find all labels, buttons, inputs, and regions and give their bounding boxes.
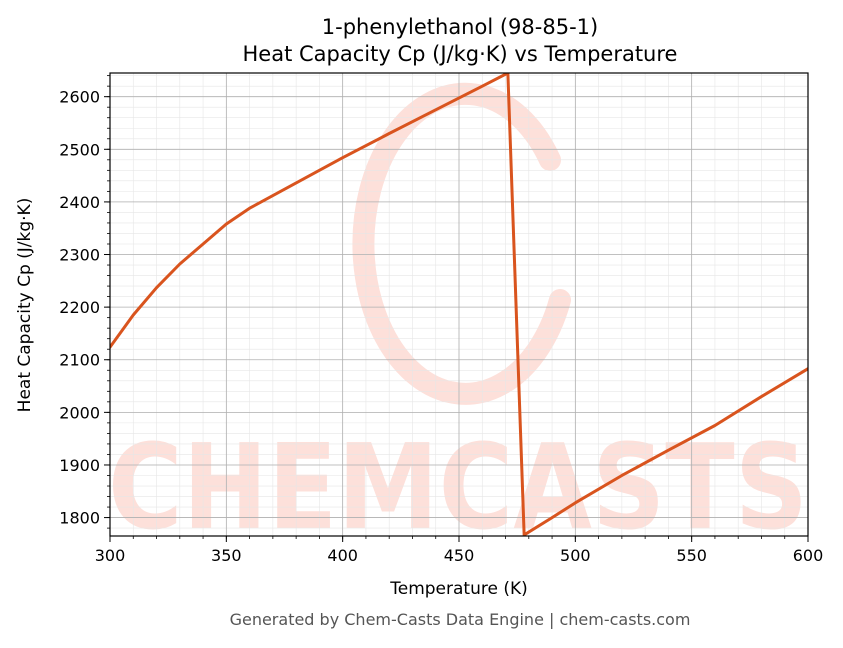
chart-title: 1-phenylethanol (98-85-1) bbox=[322, 15, 598, 39]
x-tick-label: 350 bbox=[211, 546, 242, 565]
y-tick-label: 2300 bbox=[59, 246, 100, 265]
y-tick-label: 1900 bbox=[59, 456, 100, 475]
x-tick-label: 450 bbox=[444, 546, 475, 565]
watermark-text: CHEMCASTS bbox=[108, 418, 808, 556]
footer-text: Generated by Chem-Casts Data Engine | ch… bbox=[230, 610, 691, 629]
y-tick-label: 2600 bbox=[59, 88, 100, 107]
x-tick-label: 550 bbox=[676, 546, 707, 565]
x-tick-label: 400 bbox=[327, 546, 358, 565]
chart-subtitle: Heat Capacity Cp (J/kg·K) vs Temperature bbox=[243, 42, 678, 66]
y-tick-label: 2100 bbox=[59, 351, 100, 370]
y-tick-label: 2000 bbox=[59, 403, 100, 422]
x-tick-label: 500 bbox=[560, 546, 591, 565]
y-tick-label: 2200 bbox=[59, 298, 100, 317]
x-axis-label: Temperature (K) bbox=[389, 579, 528, 599]
y-axis-ticks: 1800 1900 2000 2100 2200 2300 2400 2500 2600 bbox=[59, 76, 110, 528]
x-tick-label: 600 bbox=[793, 546, 824, 565]
y-axis-label: Heat Capacity Cp (J/kg·K) bbox=[15, 198, 35, 413]
x-axis-ticks: 300 350 400 450 500 550 600 bbox=[95, 536, 824, 565]
y-tick-label: 1800 bbox=[59, 509, 100, 528]
y-tick-label: 2400 bbox=[59, 193, 100, 212]
x-tick-label: 300 bbox=[95, 546, 126, 565]
y-tick-label: 2500 bbox=[59, 140, 100, 159]
